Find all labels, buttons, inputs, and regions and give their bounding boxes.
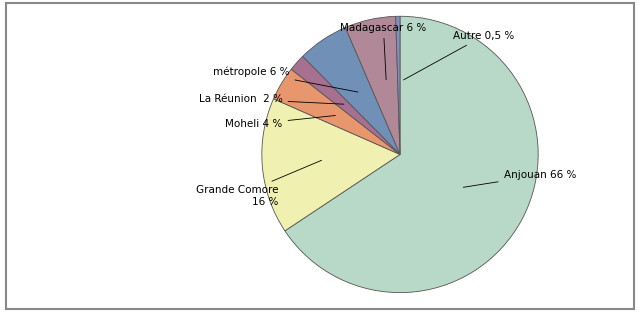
Text: Autre 0,5 %: Autre 0,5 %	[404, 31, 514, 80]
Wedge shape	[303, 27, 400, 154]
Text: Madagascar 6 %: Madagascar 6 %	[340, 23, 426, 80]
Text: Moheli 4 %: Moheli 4 %	[225, 115, 335, 129]
Wedge shape	[346, 16, 400, 154]
Text: Grande Comore
16 %: Grande Comore 16 %	[196, 160, 321, 207]
Wedge shape	[262, 99, 400, 231]
Text: Anjouan 66 %: Anjouan 66 %	[463, 170, 576, 187]
Wedge shape	[285, 16, 538, 293]
Wedge shape	[273, 69, 400, 154]
Wedge shape	[291, 56, 400, 154]
Text: métropole 6 %: métropole 6 %	[213, 66, 358, 92]
Wedge shape	[396, 16, 400, 154]
Text: La Réunion  2 %: La Réunion 2 %	[198, 94, 344, 104]
